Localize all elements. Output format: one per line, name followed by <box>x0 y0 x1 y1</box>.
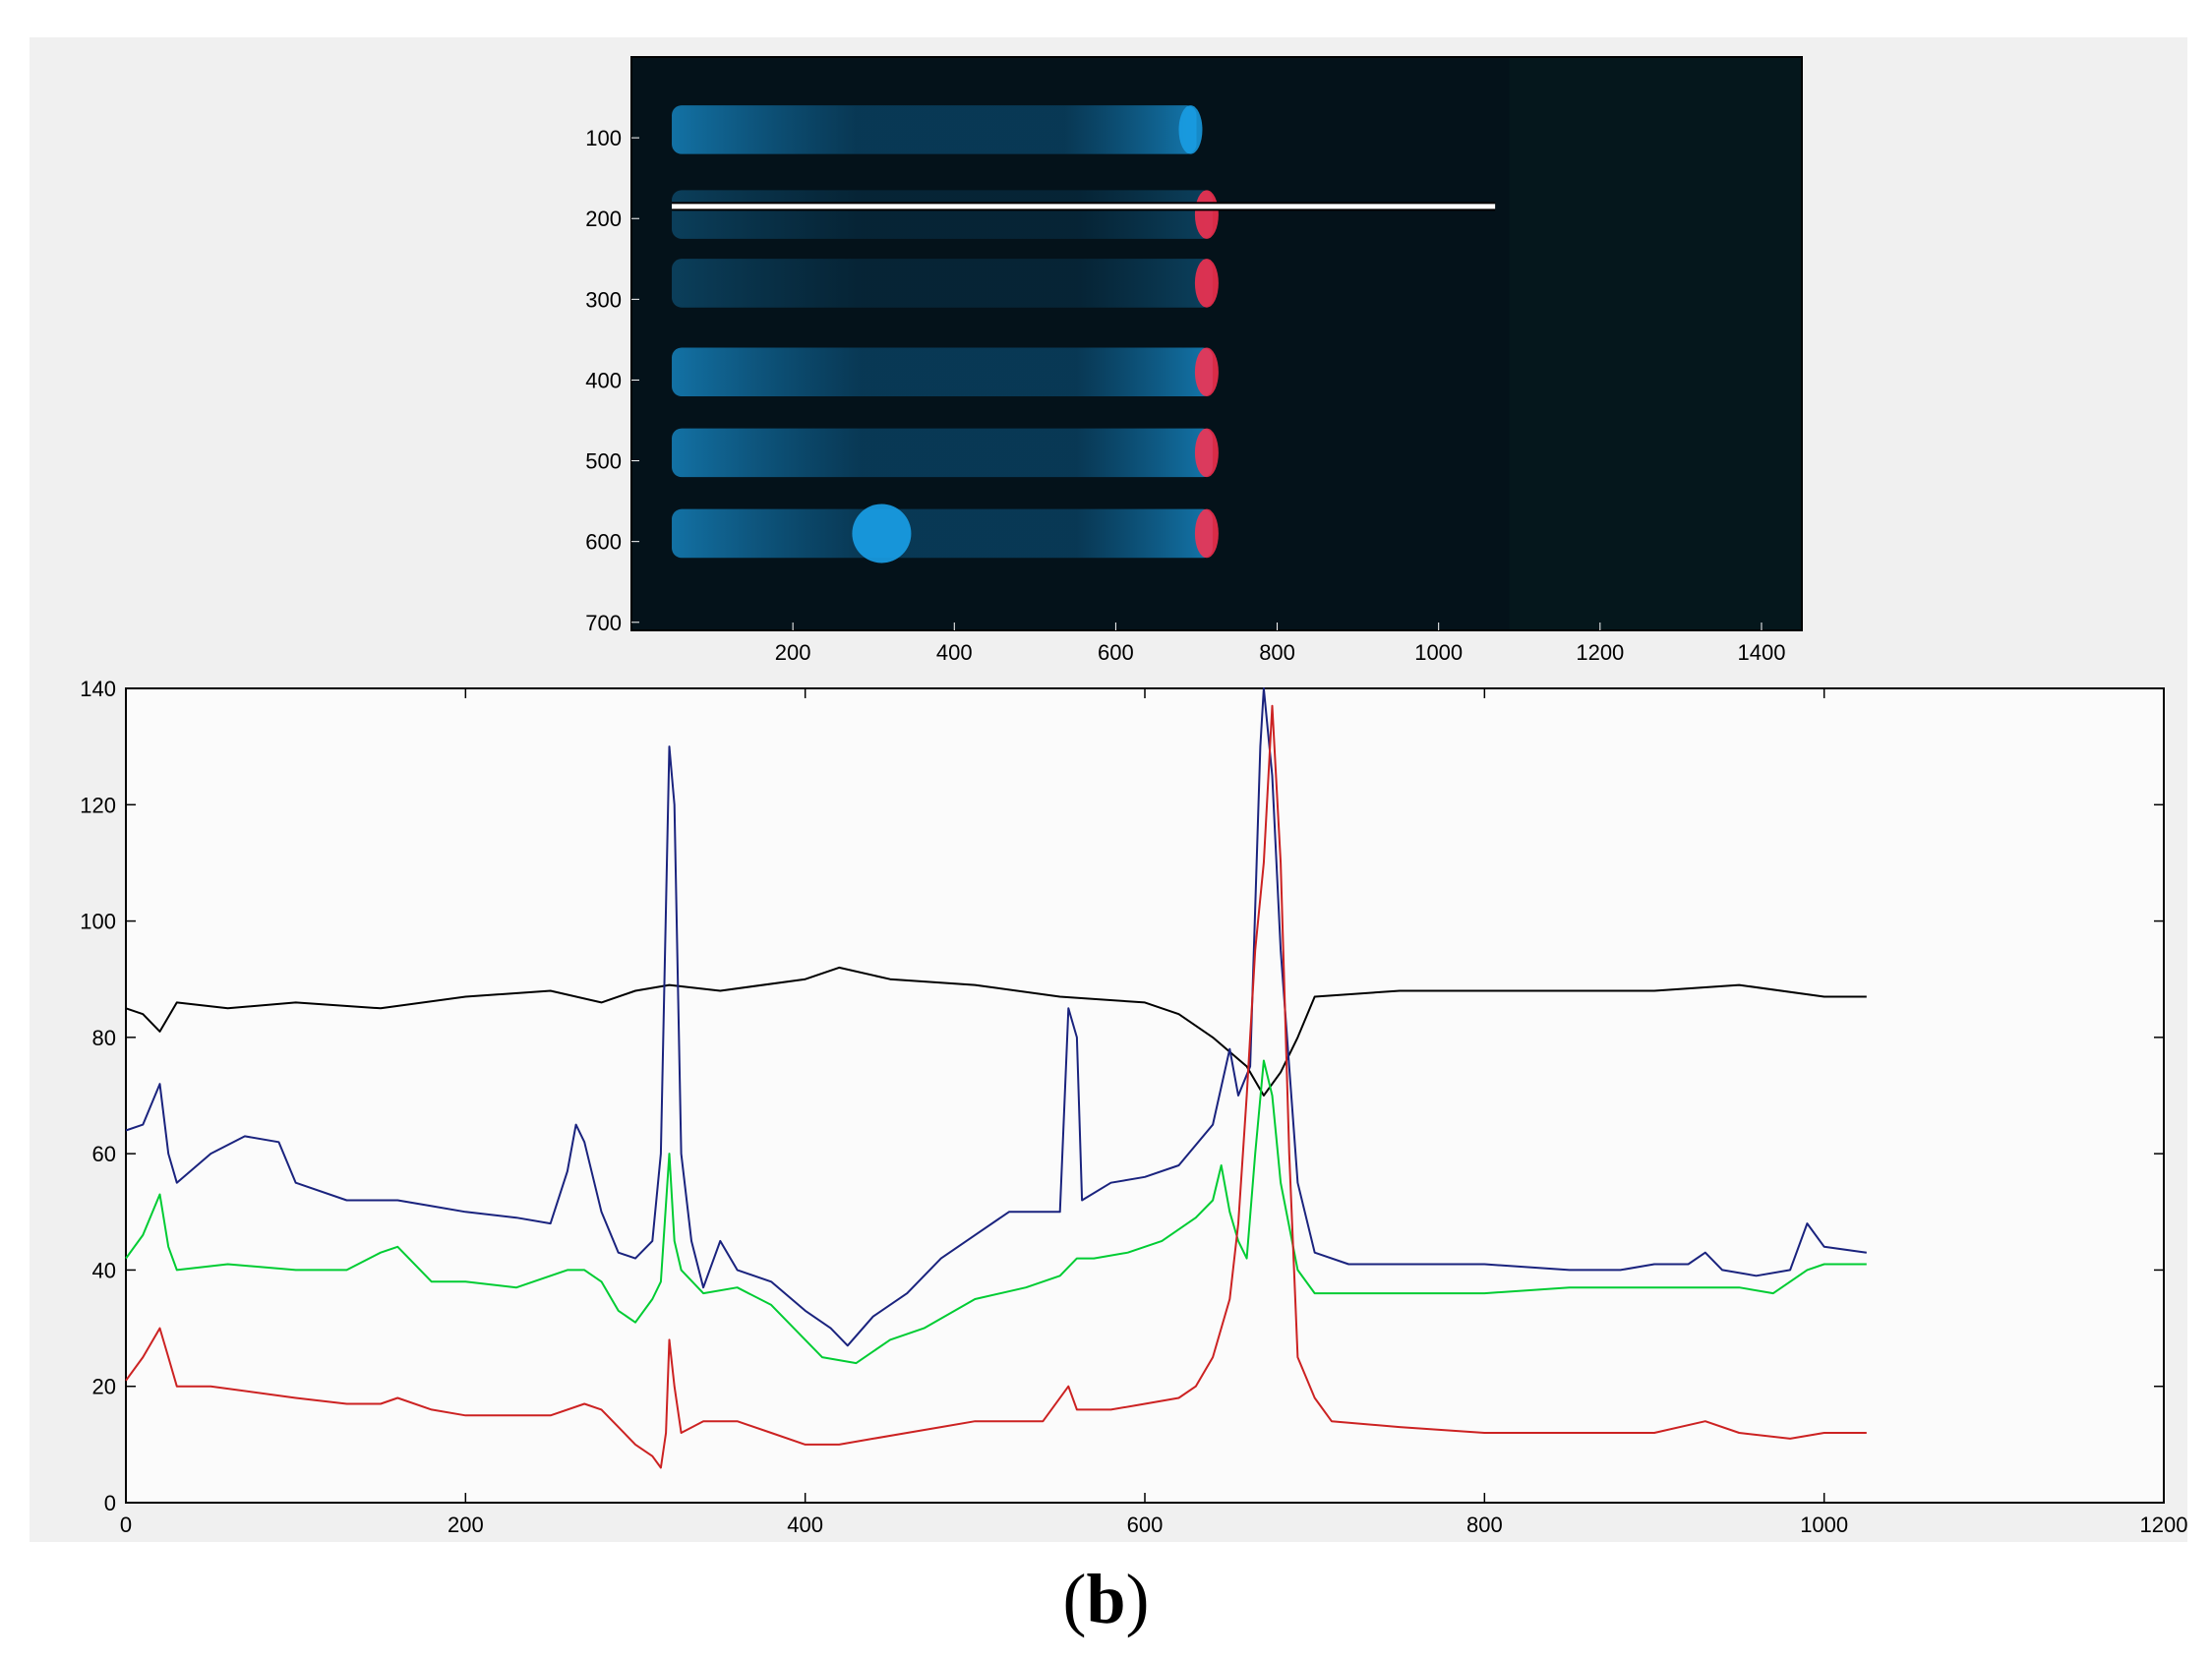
gel-y-tick-label: 100 <box>585 126 622 150</box>
gel-x-tick-label: 800 <box>1259 640 1295 665</box>
profile-y-tick-label: 120 <box>80 793 116 817</box>
gel-y-tick-label: 600 <box>585 530 622 555</box>
intensity-profile-chart: 0 200 400 600 800 1000 1200 0 20 40 60 80 100 120 140 <box>80 677 2187 1537</box>
gel-band-1 <box>1178 105 1203 154</box>
profile-y-tick-label: 20 <box>92 1375 116 1399</box>
gel-y-tick-label: 500 <box>585 449 622 474</box>
profile-x-tick-label: 800 <box>1466 1513 1503 1537</box>
profile-y-tick-label: 0 <box>104 1491 116 1515</box>
trace-blue <box>125 687 1867 1347</box>
gel-lane-3 <box>672 259 1213 308</box>
gel-x-tick-label: 600 <box>1098 640 1134 665</box>
profile-y-tick-label: 100 <box>80 910 116 934</box>
gel-lane-6 <box>672 508 1213 559</box>
panel-label-open: ( <box>1062 1560 1087 1638</box>
profile-x-tick-label: 600 <box>1127 1513 1164 1537</box>
gel-y-tick-label: 700 <box>585 611 622 635</box>
profile-x-tick-label: 200 <box>448 1513 484 1537</box>
profile-y-tick-label: 60 <box>92 1142 116 1166</box>
profile-x-tick-label: 1000 <box>1800 1513 1848 1537</box>
trace-black <box>125 966 1867 1097</box>
gel-x-tick-label: 1200 <box>1576 640 1624 665</box>
gel-lane-4 <box>672 347 1213 397</box>
gel-lane-5 <box>672 428 1213 478</box>
panel-label-letter: b <box>1086 1560 1126 1638</box>
gel-frame <box>630 56 1803 631</box>
profile-x-tick-label: 1200 <box>2140 1513 2187 1537</box>
gel-y-tick-label: 200 <box>585 207 622 231</box>
gel-band-5 <box>1194 428 1219 478</box>
gel-dark-region <box>1509 57 1802 630</box>
profile-x-tick-label: 0 <box>120 1513 132 1537</box>
figure-panel: 200 400 600 800 1000 1200 1400 100 200 300 400 500 6… <box>30 37 2187 1542</box>
gel-x-tick-label: 1400 <box>1737 640 1785 665</box>
panel-label: (b) <box>0 1559 2212 1640</box>
gel-band-3 <box>1194 259 1219 308</box>
gel-bright-spot <box>852 504 912 564</box>
gel-image-plot: 200 400 600 800 1000 1200 1400 100 200 300 400 500 6… <box>585 56 1803 665</box>
gel-x-tick-label: 400 <box>936 640 973 665</box>
gel-x-tick-label: 200 <box>775 640 811 665</box>
gel-y-tick-label: 300 <box>585 287 622 312</box>
profile-y-tick-label: 80 <box>92 1026 116 1050</box>
profile-plot-area <box>125 687 2165 1504</box>
gel-band-6 <box>1194 508 1219 559</box>
profile-y-tick-label: 40 <box>92 1258 116 1282</box>
gel-y-tick-label: 400 <box>585 368 622 392</box>
profile-y-tick-label: 140 <box>80 677 116 701</box>
gel-band-4 <box>1194 347 1219 397</box>
gel-x-tick-label: 1000 <box>1414 640 1463 665</box>
profile-x-tick-label: 400 <box>787 1513 823 1537</box>
trace-green <box>125 1059 1867 1365</box>
panel-label-close: ) <box>1125 1560 1150 1638</box>
trace-red <box>125 704 1867 1469</box>
gel-lane-1 <box>672 105 1197 154</box>
